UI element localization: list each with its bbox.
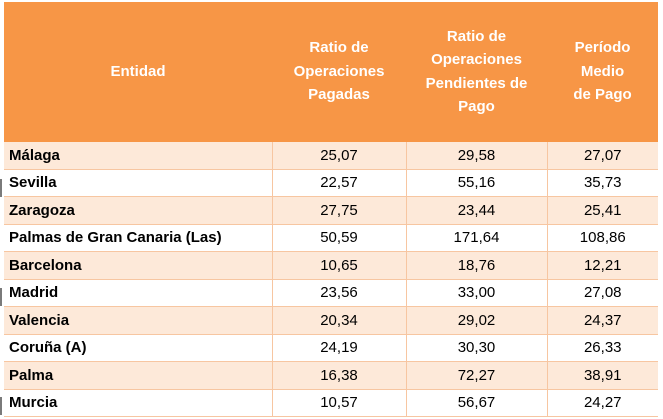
paid-ratio-cell[interactable]: 24,19 (271, 333, 407, 362)
table-row: Coruña (A) 24,19 30,30 26,33 (4, 333, 658, 362)
pending-ratio-cell[interactable]: 23,44 (405, 196, 548, 225)
pending-ratio-cell[interactable]: 29,02 (405, 306, 548, 335)
cell-edge-marker (0, 288, 2, 306)
entity-cell[interactable]: Málaga (4, 141, 273, 170)
header-line: de Pago (573, 86, 632, 104)
header-line: Ratio de (446, 27, 507, 45)
payment-period-cell[interactable]: 24,37 (546, 306, 658, 335)
entity-cell[interactable]: Coruña (A) (4, 333, 273, 362)
pending-ratio-cell[interactable]: 56,67 (405, 388, 548, 417)
paid-ratio-cell[interactable]: 23,56 (271, 278, 407, 307)
pending-ratio-cell[interactable]: 18,76 (405, 251, 548, 280)
payment-period-cell[interactable]: 27,08 (546, 278, 658, 307)
table-row: Valencia 20,34 29,02 24,37 (4, 306, 658, 335)
header-pending-operations-ratio[interactable]: Ratio de Operaciones Pendientes de Pago (406, 2, 547, 142)
header-row: Entidad Ratio de Operaciones Pagadas Rat… (4, 2, 658, 142)
payment-ratios-table: Entidad Ratio de Operaciones Pagadas Rat… (4, 2, 658, 417)
entity-cell[interactable]: Palmas de Gran Canaria (Las) (4, 223, 273, 252)
table-row: Palma 16,38 72,27 38,91 (4, 361, 658, 390)
header-line: Ratio de (309, 39, 369, 57)
payment-period-cell[interactable]: 24,27 (546, 388, 658, 417)
entity-cell[interactable]: Valencia (4, 306, 273, 335)
payment-period-cell[interactable]: 25,41 (546, 196, 658, 225)
paid-ratio-cell[interactable]: 10,57 (271, 388, 407, 417)
header-line: Período (574, 39, 631, 57)
table-row: Sevilla 22,57 55,16 35,73 (4, 168, 658, 197)
cell-edge-marker (0, 179, 2, 197)
paid-ratio-cell[interactable]: 16,38 (271, 361, 407, 390)
payment-period-cell[interactable]: 35,73 (546, 168, 658, 197)
table-row: Madrid 23,56 33,00 27,08 (4, 278, 658, 307)
header-entity-line: Entidad (110, 62, 166, 80)
paid-ratio-cell[interactable]: 50,59 (271, 223, 407, 252)
paid-ratio-cell[interactable]: 22,57 (271, 168, 407, 197)
header-line: Operaciones (431, 51, 522, 68)
header-line: Pago (458, 98, 495, 115)
paid-ratio-cell[interactable]: 25,07 (271, 141, 407, 170)
entity-cell[interactable]: Sevilla (4, 168, 273, 197)
entity-cell[interactable]: Barcelona (4, 251, 273, 280)
pending-ratio-cell[interactable]: 30,30 (405, 333, 548, 362)
table-row: Murcia 10,57 56,67 24,27 (4, 388, 658, 417)
paid-ratio-cell[interactable]: 10,65 (271, 251, 407, 280)
payment-period-cell[interactable]: 12,21 (546, 251, 658, 280)
cell-edge-marker (0, 397, 2, 415)
entity-cell[interactable]: Murcia (4, 388, 273, 417)
entity-cell[interactable]: Palma (4, 361, 273, 390)
payment-period-cell[interactable]: 26,33 (546, 333, 658, 362)
header-line: Pagadas (308, 86, 370, 104)
pending-ratio-cell[interactable]: 33,00 (405, 278, 548, 307)
paid-ratio-cell[interactable]: 27,75 (271, 196, 407, 225)
pending-ratio-cell[interactable]: 55,16 (405, 168, 548, 197)
pending-ratio-cell[interactable]: 171,64 (405, 223, 548, 252)
entity-cell[interactable]: Zaragoza (4, 196, 273, 225)
header-entity[interactable]: Entidad (4, 2, 272, 142)
table-row: Málaga 25,07 29,58 27,07 (4, 141, 658, 170)
table-row: Barcelona 10,65 18,76 12,21 (4, 251, 658, 280)
header-average-payment-period[interactable]: Período Medio de Pago (547, 2, 658, 142)
header-line: Pendientes de (425, 74, 528, 92)
pending-ratio-cell[interactable]: 29,58 (405, 141, 548, 170)
header-paid-operations-ratio[interactable]: Ratio de Operaciones Pagadas (272, 2, 406, 142)
table-row: Palmas de Gran Canaria (Las) 50,59 171,6… (4, 223, 658, 252)
payment-period-cell[interactable]: 27,07 (546, 141, 658, 170)
header-line: Medio (580, 62, 625, 80)
payment-period-cell[interactable]: 38,91 (546, 361, 658, 390)
pending-ratio-cell[interactable]: 72,27 (405, 361, 548, 390)
payment-period-cell[interactable]: 108,86 (546, 223, 658, 252)
header-line: Operaciones (293, 62, 385, 80)
table-row: Zaragoza 27,75 23,44 25,41 (4, 196, 658, 225)
paid-ratio-cell[interactable]: 20,34 (271, 306, 407, 335)
entity-cell[interactable]: Madrid (4, 278, 273, 307)
